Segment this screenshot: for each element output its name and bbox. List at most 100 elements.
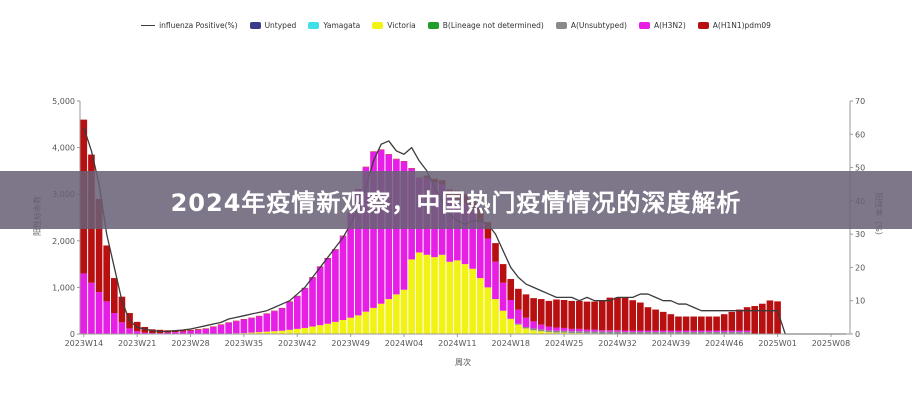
bar-a-h3n2--w25 xyxy=(271,311,278,332)
legend-swatch xyxy=(697,22,709,29)
bar-a-h1n1-pdm09-w79 xyxy=(682,316,690,331)
bar-a-unsubtyped--w69 xyxy=(606,331,614,334)
bar-a-h3n2--w68 xyxy=(598,330,606,332)
bar-a-h3n2--w56 xyxy=(507,299,515,319)
right-tick-label: 60 xyxy=(855,130,865,139)
bar-a-h3n2--w86 xyxy=(736,330,743,332)
bar-victoria-w45 xyxy=(423,254,431,334)
legend-item-yamagata[interactable]: Yamagata xyxy=(308,21,360,30)
bar-a-unsubtyped--w80 xyxy=(690,331,698,334)
bar-a-h3n2--w73 xyxy=(637,330,644,332)
bar-victoria-w36 xyxy=(354,315,362,334)
bar-victoria-w52 xyxy=(476,278,484,334)
bar-a-h1n1-pdm09-w53 xyxy=(484,222,492,239)
legend-label: A(H1N1)pdm09 xyxy=(712,21,771,30)
bar-a-h1n1-pdm09-w78 xyxy=(675,316,682,331)
bar-a-h1n1-pdm09-w59 xyxy=(530,298,537,322)
bar-a-unsubtyped--w76 xyxy=(659,331,667,334)
bar-a-h3n2--w29 xyxy=(301,288,309,328)
bar-a-h3n2--w53 xyxy=(484,238,492,288)
legend-line-swatch xyxy=(141,25,156,26)
bar-a-h1n1-pdm09-w64 xyxy=(568,300,576,329)
bar-a-unsubtyped--w79 xyxy=(682,331,690,334)
bar-victoria-w33 xyxy=(332,321,339,334)
bar-a-unsubtyped--w74 xyxy=(644,331,652,334)
bar-a-unsubtyped--w87 xyxy=(743,331,751,334)
bar-victoria-w46 xyxy=(431,257,438,334)
bar-a-h1n1-pdm09-w75 xyxy=(652,309,659,331)
bar-victoria-w25 xyxy=(271,331,278,334)
bar-a-h3n2--w15 xyxy=(194,329,202,334)
right-tick-label: 10 xyxy=(855,297,865,306)
chart-legend: influenza Positive(%) Untyped Yamagata V… xyxy=(0,21,912,30)
bar-a-unsubtyped--w71 xyxy=(621,331,629,334)
bar-a-h3n2--w23 xyxy=(255,316,263,333)
bar-victoria-w55 xyxy=(499,310,507,334)
bar-victoria-w42 xyxy=(400,289,408,334)
bar-victoria-w41 xyxy=(393,294,400,334)
legend-item-h1n1[interactable]: A(H1N1)pdm09 xyxy=(697,21,771,30)
left-tick-label: 5,000 xyxy=(52,97,75,106)
bar-a-unsubtyped--w78 xyxy=(675,331,682,334)
bar-a-h3n2--w35 xyxy=(347,212,354,318)
bar-victoria-w30 xyxy=(309,326,316,334)
bar-victoria-w38 xyxy=(370,307,377,334)
bar-a-h1n1-pdm09-w14 xyxy=(187,329,194,331)
bar-a-h3n2--w87 xyxy=(743,330,751,332)
bar-a-h3n2--w48 xyxy=(446,196,454,262)
bar-victoria-w23 xyxy=(255,332,263,334)
bar-a-h3n2--w75 xyxy=(652,330,659,332)
bar-a-h3n2--w85 xyxy=(728,330,736,332)
bar-a-h3n2--w54 xyxy=(492,261,499,300)
legend-swatch xyxy=(555,22,567,29)
bar-a-h3n2--w81 xyxy=(698,330,705,332)
bar-a-h3n2--w7 xyxy=(133,331,141,334)
bar-a-h1n1-pdm09-w62 xyxy=(553,299,560,328)
legend-item-positive-rate[interactable]: influenza Positive(%) xyxy=(141,21,238,30)
bar-a-h3n2--w60 xyxy=(537,324,545,330)
x-tick-label: 2024W18 xyxy=(492,339,530,348)
legend-item-victoria[interactable]: Victoria xyxy=(372,21,416,30)
bar-victoria-w47 xyxy=(438,254,446,334)
bar-a-unsubtyped--w81 xyxy=(698,331,705,334)
bar-a-h3n2--w72 xyxy=(629,330,637,332)
bar-a-unsubtyped--w84 xyxy=(720,331,728,334)
bar-a-unsubtyped--w72 xyxy=(629,331,637,334)
legend-item-a-unsubtyped[interactable]: A(Unsubtyped) xyxy=(555,21,627,30)
bar-victoria-w60 xyxy=(537,331,545,334)
bar-victoria-w44 xyxy=(415,252,423,334)
bar-a-unsubtyped--w61 xyxy=(545,330,553,333)
bar-victoria-w50 xyxy=(461,264,469,334)
bar-a-h1n1-pdm09-w68 xyxy=(598,299,606,331)
legend-swatch xyxy=(372,22,384,29)
bar-victoria-w37 xyxy=(362,311,370,334)
bar-a-unsubtyped--w58 xyxy=(522,327,530,329)
bar-a-h3n2--w49 xyxy=(454,199,461,261)
bar-a-h1n1-pdm09-w87 xyxy=(743,307,751,331)
bar-a-h3n2--w80 xyxy=(690,330,698,332)
bar-a-h1n1-pdm09-w54 xyxy=(492,243,499,262)
bar-a-h1n1-pdm09-w69 xyxy=(606,297,614,331)
legend-item-h3n2[interactable]: A(H3N2) xyxy=(638,21,686,30)
bar-a-h3n2--w50 xyxy=(461,203,469,265)
bar-a-unsubtyped--w57 xyxy=(515,323,522,325)
legend-item-b-lineage[interactable]: B(Lineage not determined) xyxy=(427,21,544,30)
x-tick-label: 2023W21 xyxy=(118,339,156,348)
bar-a-h3n2--w14 xyxy=(187,330,194,334)
bar-a-h3n2--w74 xyxy=(644,330,652,332)
left-tick-label: 0 xyxy=(70,330,75,339)
bar-a-h3n2--w36 xyxy=(354,189,362,316)
legend-label: A(H3N2) xyxy=(653,21,686,30)
x-tick-label: 2023W14 xyxy=(65,339,103,348)
bar-a-h3n2--w1 xyxy=(88,282,95,334)
right-tick-label: 50 xyxy=(855,164,865,173)
legend-label: Untyped xyxy=(264,21,297,30)
legend-item-untyped[interactable]: Untyped xyxy=(249,21,297,30)
bar-victoria-w26 xyxy=(278,330,286,334)
bar-victoria-w49 xyxy=(454,260,461,334)
bar-a-h1n1-pdm09-w15 xyxy=(194,329,202,330)
bar-a-h3n2--w0 xyxy=(80,273,88,334)
bar-victoria-w56 xyxy=(507,319,515,334)
bar-a-h1n1-pdm09-w56 xyxy=(507,279,515,300)
bar-a-h3n2--w32 xyxy=(324,258,332,324)
